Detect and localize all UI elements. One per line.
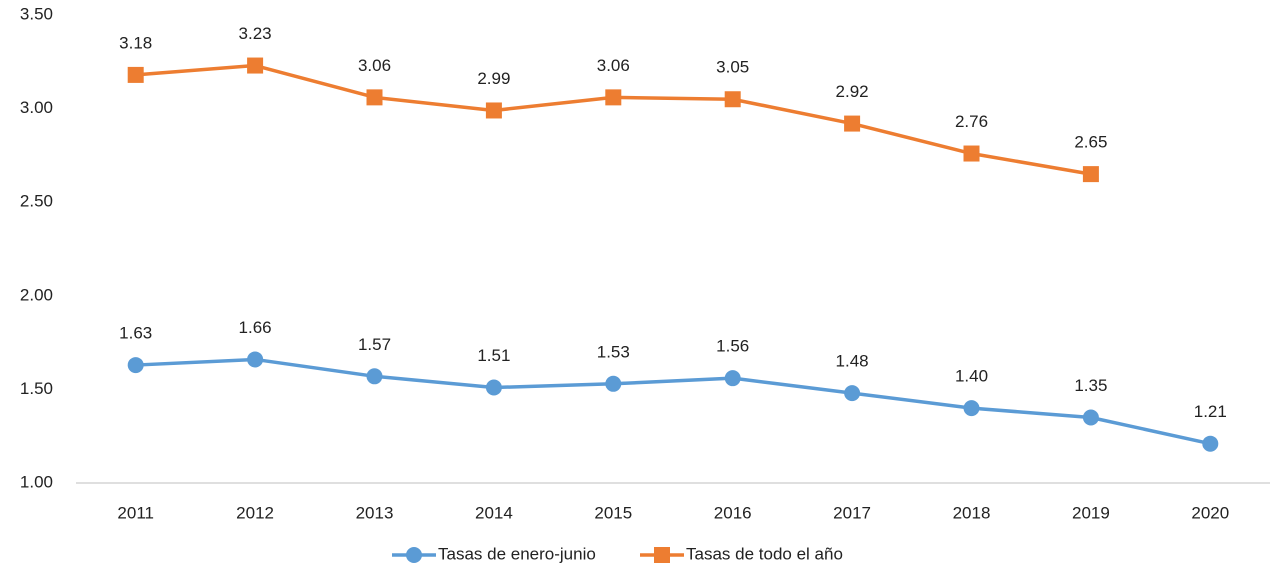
legend-label: Tasas de enero-junio <box>438 544 596 563</box>
y-tick-label: 3.00 <box>20 98 53 117</box>
data-label: 1.56 <box>716 337 749 356</box>
data-label: 1.21 <box>1194 402 1227 421</box>
x-tick-label: 2013 <box>356 503 394 522</box>
data-label: 1.48 <box>836 352 869 371</box>
x-tick-label: 2016 <box>714 503 752 522</box>
x-tick-label: 2019 <box>1072 503 1110 522</box>
data-label: 2.76 <box>955 112 988 131</box>
data-label: 1.51 <box>477 346 510 365</box>
data-label: 3.23 <box>239 24 272 43</box>
data-label: 3.06 <box>597 56 630 75</box>
marker <box>247 57 264 74</box>
data-label: 1.40 <box>955 367 988 386</box>
line <box>135 63 1092 176</box>
marker <box>654 547 670 563</box>
x-tick-label: 2011 <box>117 503 154 522</box>
legend-label: Tasas de todo el año <box>686 544 843 563</box>
marker <box>247 351 264 368</box>
marker <box>844 385 861 402</box>
data-label: 1.53 <box>597 342 630 361</box>
data-label: 1.66 <box>239 318 272 337</box>
marker <box>1082 166 1099 183</box>
data-label: 2.92 <box>836 82 869 101</box>
line <box>135 357 1211 446</box>
x-tick-label: 2015 <box>594 503 632 522</box>
x-tick-label: 2014 <box>475 503 513 522</box>
y-tick-label: 2.50 <box>20 192 53 211</box>
data-label: 2.99 <box>477 69 510 88</box>
x-tick-label: 2018 <box>953 503 991 522</box>
y-tick-label: 1.00 <box>20 472 53 491</box>
marker <box>127 66 144 83</box>
marker <box>724 370 741 387</box>
data-label: 3.18 <box>119 33 152 52</box>
data-label: 3.06 <box>358 56 391 75</box>
x-tick-label: 2020 <box>1191 503 1229 522</box>
marker <box>485 102 502 119</box>
marker <box>485 379 502 396</box>
marker <box>127 357 144 374</box>
marker <box>844 115 861 132</box>
marker <box>605 89 622 106</box>
data-label: 2.65 <box>1074 133 1107 152</box>
marker <box>963 400 980 417</box>
marker <box>366 368 383 385</box>
x-tick-label: 2017 <box>833 503 871 522</box>
y-tick-label: 1.50 <box>20 379 53 398</box>
marker <box>605 375 622 392</box>
marker <box>1082 409 1099 426</box>
marker <box>724 91 741 108</box>
marker <box>366 89 383 106</box>
marker <box>1202 435 1219 452</box>
marker <box>963 145 980 162</box>
data-label: 1.35 <box>1074 376 1107 395</box>
y-tick-label: 2.00 <box>20 285 53 304</box>
data-label: 1.57 <box>358 335 391 354</box>
x-tick-label: 2012 <box>236 503 274 522</box>
y-tick-label: 3.50 <box>20 4 53 23</box>
marker <box>406 547 422 563</box>
data-label: 1.63 <box>119 324 152 343</box>
data-label: 3.05 <box>716 58 749 77</box>
